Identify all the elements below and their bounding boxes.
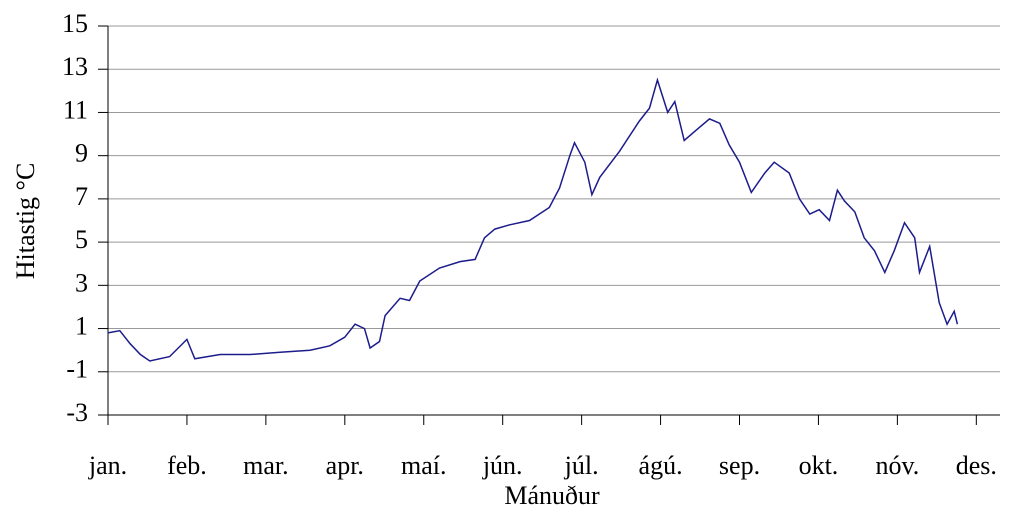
x-tick-label: jún.: [482, 451, 523, 480]
x-tick-label: feb.: [167, 451, 207, 480]
y-tick-label: 3: [75, 268, 88, 297]
y-tick-label: 7: [75, 182, 88, 211]
x-tick-label: apr.: [326, 451, 364, 480]
x-tick-label: okt.: [799, 451, 839, 480]
y-axis-title: Hitastig °C: [11, 163, 40, 280]
x-tick-label: sep.: [719, 451, 760, 480]
x-tick-label: jan.: [88, 451, 127, 480]
line-series: [107, 77, 959, 362]
y-tick-label: -3: [66, 398, 88, 427]
y-tick-label: 15: [62, 9, 88, 38]
x-tick-label: maí.: [401, 451, 447, 480]
x-tick-label: mar.: [243, 451, 289, 480]
x-tick-label: júl.: [564, 451, 599, 480]
y-tick-label: 1: [75, 312, 88, 341]
y-tick-label: 5: [75, 225, 88, 254]
x-axis-title: Mánuður: [504, 481, 600, 510]
y-tick-label: -1: [66, 355, 88, 384]
y-tick-label: 11: [63, 95, 88, 124]
x-tick-label: des.: [956, 451, 997, 480]
y-tick-label: 9: [75, 139, 88, 168]
y-tick-label: 13: [62, 52, 88, 81]
x-tick-label: ágú.: [639, 451, 683, 480]
x-tick-label: nóv.: [875, 451, 919, 480]
